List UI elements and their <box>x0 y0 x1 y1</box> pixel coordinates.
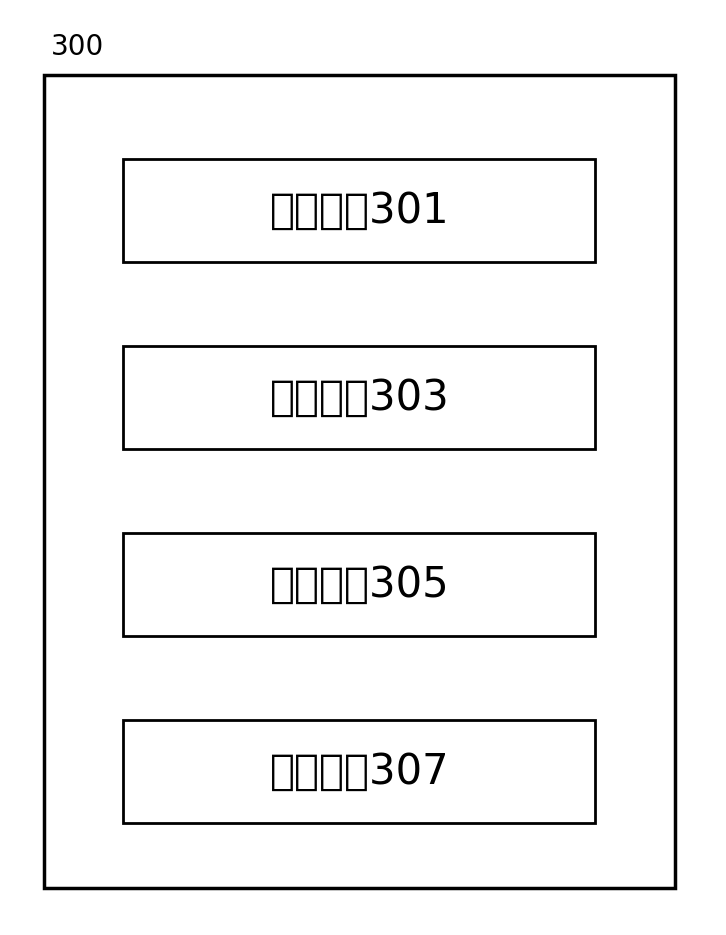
Text: 300: 300 <box>51 33 104 61</box>
Text: 接收单元301: 接收单元301 <box>269 190 449 231</box>
Bar <box>123 533 595 636</box>
Bar <box>123 720 595 823</box>
Text: 处理单元303: 处理单元303 <box>269 377 449 418</box>
Text: 输出单元305: 输出单元305 <box>269 564 449 605</box>
Bar <box>123 346 595 449</box>
Bar <box>123 159 595 262</box>
Bar <box>44 75 675 888</box>
Text: 计算单元307: 计算单元307 <box>269 751 449 792</box>
